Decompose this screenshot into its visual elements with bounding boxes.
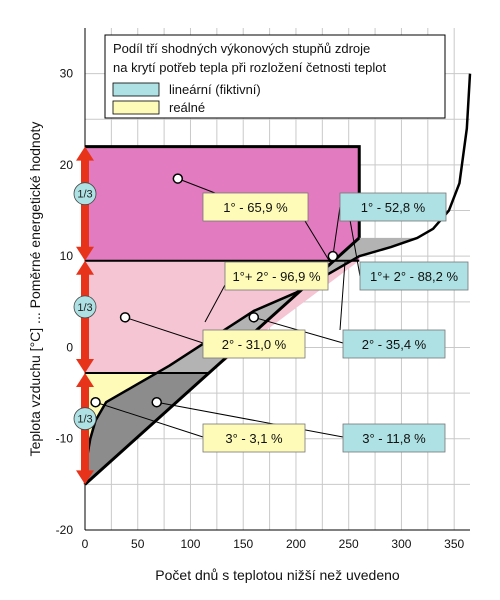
annotation-leader xyxy=(177,178,216,194)
annotation-leader xyxy=(339,261,346,331)
third-arrow-head-up xyxy=(76,260,94,275)
annotation-linear-4-box xyxy=(342,423,446,453)
annotation-real-4-box xyxy=(202,423,306,453)
annotation-leader xyxy=(124,316,204,344)
annotation-leader xyxy=(304,220,331,263)
annotation-leader xyxy=(204,284,226,323)
annotation-linear-3-box xyxy=(342,329,446,359)
annotation-real-3-box xyxy=(202,329,306,359)
third-arrow-head-up xyxy=(76,146,94,161)
third-label: 1/3 xyxy=(77,302,92,314)
annotation-leader xyxy=(156,401,344,438)
x-tick-label: 100 xyxy=(180,537,200,551)
third-arrow-head-up xyxy=(76,373,94,388)
annotation-real-4: 3° - 3,1 % xyxy=(225,431,283,446)
annotation-marker xyxy=(119,312,131,323)
x-tick-label: 0 xyxy=(82,537,89,551)
x-tick-label: 150 xyxy=(233,537,253,551)
annotation-linear-2: 1°+ 2° - 88,2 % xyxy=(370,269,459,284)
annotation-leader xyxy=(332,206,341,257)
legend-swatch xyxy=(112,82,160,97)
annotation-marker xyxy=(90,396,101,408)
legend-swatch xyxy=(112,100,160,115)
third-label: 1/3 xyxy=(77,414,92,426)
annotation-real-1-box xyxy=(202,192,309,222)
x-tick-label: 250 xyxy=(339,537,359,551)
third-circle xyxy=(73,182,97,206)
third-circle xyxy=(73,295,97,319)
x-axis-title: Počet dnů s teplotou nižší než uvedeno xyxy=(155,567,400,583)
legend-title-line-2: na krytí potřeb tepla při rozložení četn… xyxy=(113,60,387,75)
annotation-linear-4: 3° - 11,8 % xyxy=(362,431,426,446)
y-axis-title: Teplota vzduchu [°C] ... Poměrné energet… xyxy=(27,122,43,457)
annotation-marker xyxy=(327,250,339,262)
annotation-real-2: 1°+ 2° - 96,9 % xyxy=(232,269,321,284)
x-tick-label: 350 xyxy=(444,537,464,551)
legend-item-label: reálné xyxy=(169,100,205,115)
annotation-real-3: 2° - 31,0 % xyxy=(222,337,287,352)
annotation-real-2-box xyxy=(224,261,329,291)
annotation-marker xyxy=(151,396,162,408)
annotation-linear-1: 1° - 52,8 % xyxy=(361,200,426,215)
third-circle xyxy=(73,407,97,431)
third-arrow-head-down xyxy=(76,470,94,485)
legend-box xyxy=(104,34,446,119)
annotation-linear-2-box xyxy=(359,261,469,291)
third-arrow-head-down xyxy=(76,359,94,374)
y-tick-label: -10 xyxy=(56,432,74,446)
y-tick-label: -20 xyxy=(56,523,74,537)
annotation-marker xyxy=(172,173,184,184)
annotation-real-1: 1° - 65,9 % xyxy=(223,200,288,215)
annotation-linear-3: 2° - 35,4 % xyxy=(362,337,427,352)
band-stage-3 xyxy=(85,373,157,485)
y-tick-label: 30 xyxy=(60,67,74,81)
third-arrow-head-down xyxy=(76,246,94,261)
x-tick-label: 200 xyxy=(286,537,306,551)
legend-title-line-1: Podíl tří shodných výkonových stupňů zdr… xyxy=(113,41,370,56)
third-label: 1/3 xyxy=(77,189,92,201)
annotation-leader xyxy=(349,219,361,277)
y-tick-label: 20 xyxy=(60,158,74,172)
annotation-marker xyxy=(248,312,260,323)
x-tick-label: 300 xyxy=(391,537,411,551)
x-tick-label: 50 xyxy=(131,537,145,551)
annotation-leader xyxy=(95,401,204,438)
y-tick-label: 0 xyxy=(66,340,73,354)
annotation-linear-1-box xyxy=(339,192,447,222)
legend-item-label: lineární (fiktivní) xyxy=(169,82,261,97)
y-tick-label: 10 xyxy=(60,249,74,263)
